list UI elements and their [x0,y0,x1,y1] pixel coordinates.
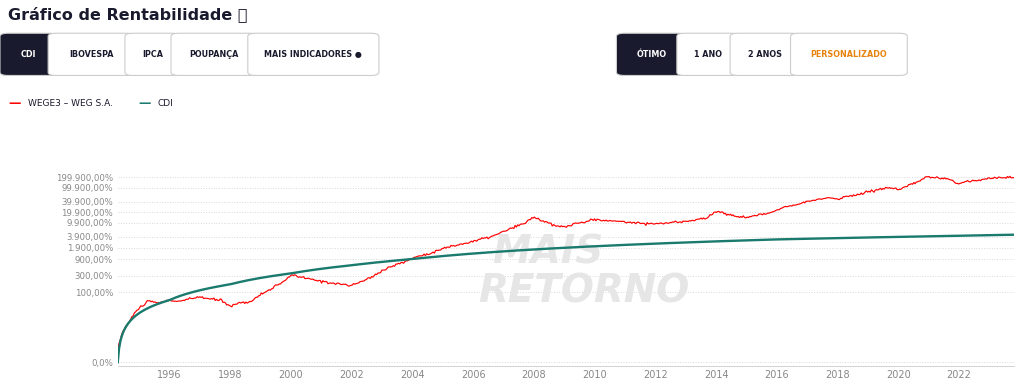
Text: RETORNO: RETORNO [478,272,689,310]
Text: MAIS INDICADORES ●: MAIS INDICADORES ● [264,50,362,59]
Text: WEGE3 – WEG S.A.: WEGE3 – WEG S.A. [28,99,113,108]
Text: IBOVESPA: IBOVESPA [69,50,114,59]
Text: MAIS: MAIS [493,233,603,271]
Text: CDI: CDI [20,50,37,59]
Text: IPCA: IPCA [142,50,163,59]
Text: ÓTIMO: ÓTIMO [636,50,667,59]
Text: 1 ANO: 1 ANO [694,50,722,59]
Text: —: — [8,97,20,110]
Text: 2 ANOS: 2 ANOS [748,50,782,59]
Text: PERSONALIZADO: PERSONALIZADO [811,50,887,59]
Text: Gráfico de Rentabilidade ⓘ: Gráfico de Rentabilidade ⓘ [8,6,248,22]
Text: POUPANÇA: POUPANÇA [189,50,239,59]
Text: CDI: CDI [158,99,173,108]
Text: —: — [138,97,151,110]
